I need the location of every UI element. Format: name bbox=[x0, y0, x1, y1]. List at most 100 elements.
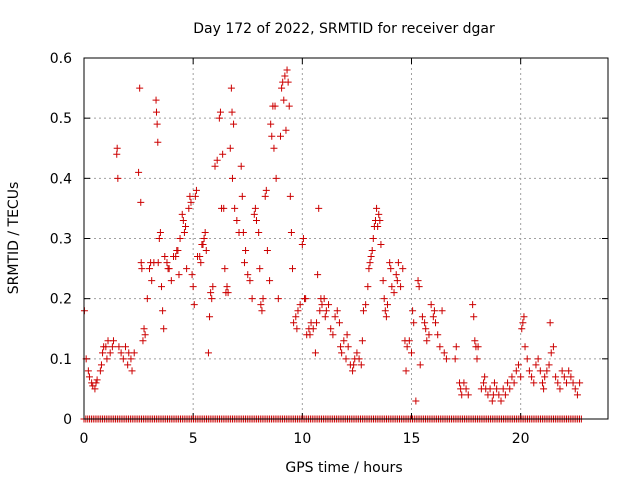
data-point bbox=[337, 343, 345, 351]
data-point bbox=[207, 289, 215, 297]
data-point bbox=[338, 349, 346, 357]
data-point bbox=[228, 108, 236, 116]
data-point bbox=[375, 210, 383, 218]
x-tick-label: 20 bbox=[512, 431, 530, 447]
data-point bbox=[237, 162, 245, 170]
y-tick-label: 0.5 bbox=[50, 111, 72, 127]
data-point bbox=[159, 307, 167, 315]
data-point bbox=[199, 241, 207, 249]
data-point bbox=[204, 349, 212, 357]
data-point bbox=[137, 198, 145, 206]
data-point bbox=[124, 361, 132, 369]
data-point bbox=[155, 235, 163, 242]
data-point bbox=[552, 373, 560, 381]
data-point bbox=[189, 283, 197, 291]
data-point bbox=[154, 138, 162, 146]
data-point bbox=[216, 108, 224, 116]
data-point bbox=[97, 361, 105, 369]
data-point bbox=[362, 301, 370, 309]
data-point bbox=[528, 373, 536, 381]
data-point bbox=[530, 379, 538, 387]
data-point bbox=[313, 319, 321, 327]
data-point bbox=[474, 343, 482, 351]
data-point bbox=[121, 343, 129, 351]
data-point bbox=[146, 265, 153, 273]
data-point bbox=[518, 325, 526, 333]
data-point bbox=[415, 283, 423, 291]
data-point bbox=[416, 361, 424, 369]
data-point bbox=[327, 325, 335, 333]
plot-frame bbox=[83, 57, 609, 420]
data-point bbox=[165, 265, 173, 273]
data-point bbox=[436, 343, 444, 351]
y-tick-label: 0.3 bbox=[50, 232, 72, 248]
data-point bbox=[289, 265, 297, 273]
data-point bbox=[335, 319, 343, 327]
data-point bbox=[180, 228, 188, 236]
data-point bbox=[410, 319, 418, 327]
data-point bbox=[359, 307, 367, 315]
data-point bbox=[534, 355, 542, 363]
data-point bbox=[271, 102, 279, 110]
data-point bbox=[137, 259, 145, 267]
data-point bbox=[191, 192, 199, 200]
data-point bbox=[525, 367, 533, 375]
data-point bbox=[349, 367, 357, 375]
data-point bbox=[458, 391, 466, 399]
data-point bbox=[383, 301, 391, 309]
data-point bbox=[353, 349, 361, 357]
data-point bbox=[523, 355, 531, 363]
data-point bbox=[402, 367, 410, 375]
data-point bbox=[239, 228, 247, 236]
data-point bbox=[172, 253, 180, 261]
data-point bbox=[113, 144, 121, 152]
data-point bbox=[182, 222, 190, 230]
data-point bbox=[573, 391, 581, 399]
data-point bbox=[473, 355, 481, 363]
data-point bbox=[464, 391, 472, 399]
data-point bbox=[397, 283, 405, 291]
data-point bbox=[240, 259, 248, 267]
data-point bbox=[152, 96, 160, 104]
data-point bbox=[576, 379, 584, 387]
data-point bbox=[252, 216, 260, 224]
data-point bbox=[185, 204, 193, 212]
data-point bbox=[556, 385, 564, 393]
data-point bbox=[242, 247, 250, 255]
data-point bbox=[432, 319, 440, 327]
data-point bbox=[355, 355, 363, 363]
data-point bbox=[161, 253, 169, 261]
x-tick-label: 5 bbox=[189, 431, 198, 447]
data-point bbox=[540, 385, 548, 393]
data-point bbox=[421, 319, 429, 327]
data-point bbox=[429, 313, 437, 321]
data-point bbox=[138, 265, 146, 273]
data-point bbox=[135, 168, 143, 176]
data-point bbox=[284, 78, 292, 86]
data-point bbox=[219, 150, 227, 158]
data-point bbox=[460, 379, 468, 387]
data-point bbox=[418, 313, 426, 321]
data-point bbox=[250, 210, 258, 218]
data-point bbox=[227, 84, 235, 92]
y-tick-label: 0.1 bbox=[50, 352, 72, 368]
data-point bbox=[430, 307, 438, 315]
data-point bbox=[504, 379, 512, 387]
data-point bbox=[367, 253, 375, 261]
data-point bbox=[292, 313, 300, 321]
axis-ticks: 0 0.1 0.2 0.3 0.4 0.5 0.6 0 5 10 15 20 bbox=[50, 51, 608, 447]
data-point bbox=[106, 349, 114, 357]
data-point bbox=[451, 355, 459, 363]
data-point bbox=[539, 379, 546, 387]
x-tick-label: 0 bbox=[80, 431, 89, 447]
data-point bbox=[278, 84, 286, 92]
data-point bbox=[560, 373, 568, 381]
data-point bbox=[412, 397, 420, 405]
data-point bbox=[376, 216, 384, 224]
data-point bbox=[368, 247, 376, 255]
data-point bbox=[427, 301, 435, 309]
data-point bbox=[238, 192, 246, 200]
data-point bbox=[287, 228, 295, 236]
